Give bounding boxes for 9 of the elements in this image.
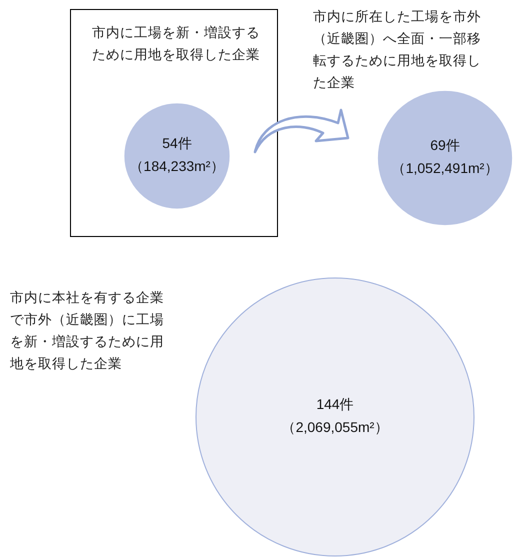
category-label: 市内に工場を新・増設するために用地を取得した企業 xyxy=(92,24,260,64)
category-label: 市内に所在した工場を市外（近畿圏）へ全面・一部移転するために用地を取得した企業 xyxy=(313,8,481,92)
text: （1,052,491m²） xyxy=(392,160,498,176)
data-label: 144件 xyxy=(316,396,354,412)
data-label: 69件 xyxy=(430,136,460,153)
text: （2,069,055m²） xyxy=(282,418,388,435)
data-label: 54件 xyxy=(162,134,192,151)
category-label: 市内に本社を有する企業で市外（近畿圏）に工場を新・増設するために用地を取得した企業 xyxy=(10,289,165,373)
text: （184,233m²） xyxy=(130,158,224,174)
